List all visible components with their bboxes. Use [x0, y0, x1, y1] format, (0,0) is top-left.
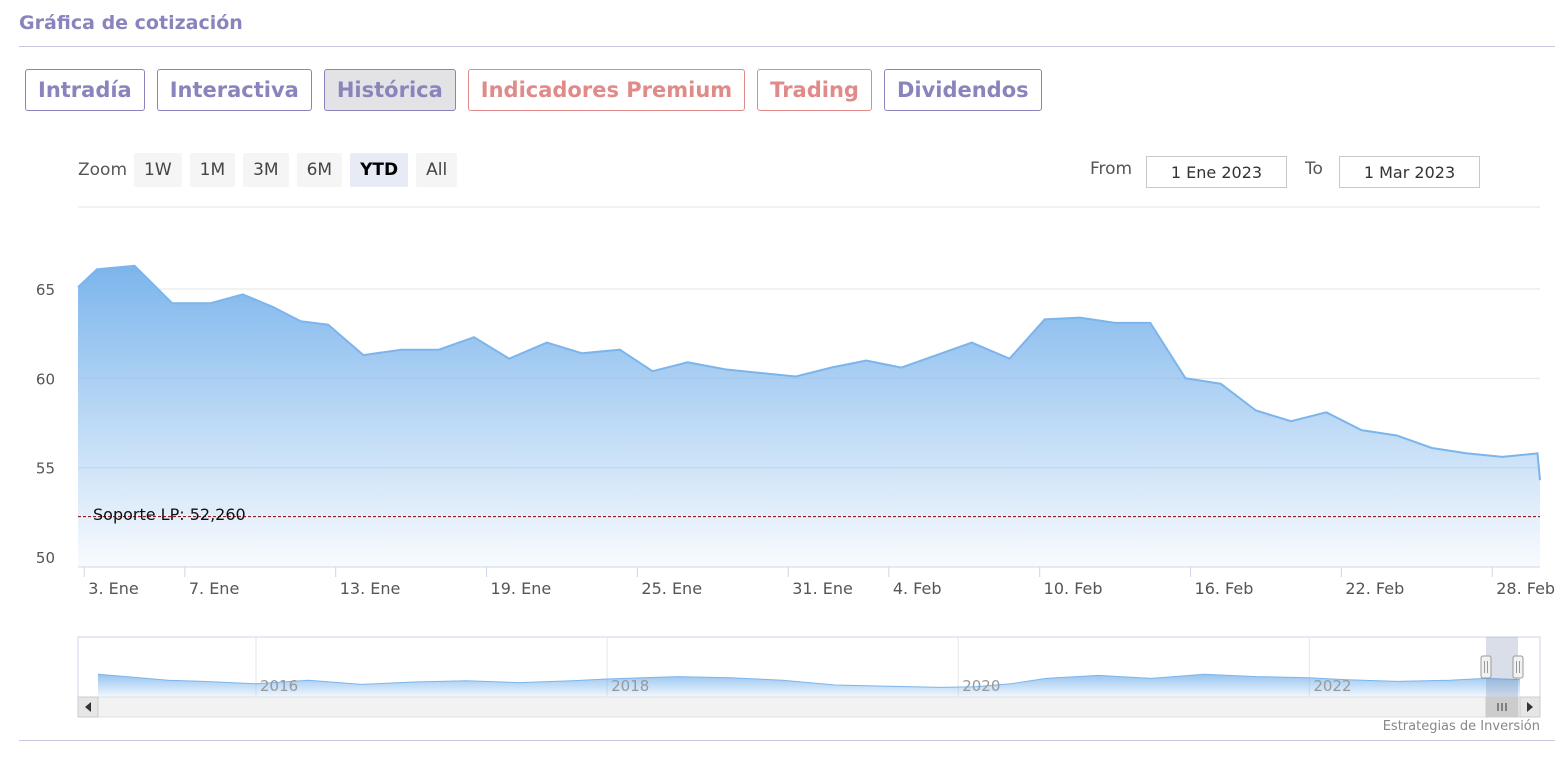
x-tick-label: 28. Feb	[1496, 579, 1555, 598]
tab-interactiva[interactable]: Interactiva	[156, 69, 312, 111]
credit-label: Estrategias de Inversión	[1382, 719, 1540, 734]
y-tick-label: 50	[36, 549, 55, 567]
scroll-right-icon	[1527, 702, 1533, 712]
x-tick-label: 25. Ene	[641, 579, 702, 598]
page-title: Gráfica de cotización	[19, 12, 243, 34]
navigator-left-handle[interactable]	[1480, 655, 1492, 679]
scrollbar-track[interactable]	[77, 696, 1541, 718]
to-label: To	[1305, 159, 1323, 179]
navigator-year-label: 2016	[260, 677, 298, 695]
y-axis-labels: 50 55 60 65	[36, 281, 55, 567]
from-date-input[interactable]	[1146, 156, 1287, 188]
x-tick-label: 19. Ene	[491, 579, 552, 598]
chart-tabs: Intradía Interactiva Histórica Indicador…	[25, 69, 1054, 111]
navigator-right-handle[interactable]	[1512, 655, 1524, 679]
x-tick-label: 31. Ene	[792, 579, 853, 598]
tab-trading[interactable]: Trading	[757, 69, 872, 111]
price-line	[77, 264, 1541, 481]
navigator-year-label: 2020	[962, 677, 1000, 695]
bottom-divider	[19, 740, 1555, 741]
zoom-3m-button[interactable]: 3M	[243, 153, 289, 187]
navigator-area	[98, 674, 1520, 697]
scrollbar-grip-icon	[1497, 703, 1507, 711]
x-tick-label: 7. Ene	[189, 579, 239, 598]
navigator-year-labels: 2016 2018 2020 2022	[260, 677, 1352, 695]
x-tick-label: 22. Feb	[1345, 579, 1404, 598]
navigator-year-label: 2022	[1313, 677, 1351, 695]
y-tick-label: 65	[36, 281, 55, 299]
x-tick-label: 3. Ene	[88, 579, 138, 598]
x-tick-label: 4. Feb	[893, 579, 942, 598]
x-tick-label: 10. Feb	[1044, 579, 1103, 598]
title-divider	[19, 46, 1555, 47]
to-date-input[interactable]	[1339, 156, 1480, 188]
tab-dividendos[interactable]: Dividendos	[883, 69, 1042, 111]
zoom-ytd-button[interactable]: YTD	[350, 153, 409, 187]
zoom-buttons: 1W 1M 3M 6M YTD All	[134, 153, 465, 187]
y-tick-label: 55	[36, 460, 55, 478]
zoom-label: Zoom	[78, 160, 128, 180]
navigator-line	[97, 673, 1521, 688]
tab-historica[interactable]: Histórica	[323, 69, 456, 111]
zoom-1w-button[interactable]: 1W	[134, 153, 182, 187]
price-area	[78, 265, 1540, 567]
zoom-all-button[interactable]: All	[416, 153, 458, 187]
zoom-6m-button[interactable]: 6M	[296, 153, 343, 187]
x-tick-label: 16. Feb	[1195, 579, 1254, 598]
tab-intradia[interactable]: Intradía	[25, 69, 145, 111]
y-tick-label: 60	[36, 370, 55, 388]
from-label: From	[1090, 159, 1133, 179]
scroll-left-icon	[85, 702, 91, 712]
x-axis-ticks: 3. Ene 7. Ene 13. Ene 19. Ene 25. Ene 31. Ene…	[83, 567, 1555, 598]
navigator-year-label: 2018	[611, 677, 649, 695]
x-tick-label: 13. Ene	[340, 579, 401, 598]
zoom-1m-button[interactable]: 1M	[189, 153, 236, 187]
support-label: Soporte LP: 52,260	[93, 505, 246, 524]
tab-indicadores-premium[interactable]: Indicadores Premium	[467, 69, 746, 111]
